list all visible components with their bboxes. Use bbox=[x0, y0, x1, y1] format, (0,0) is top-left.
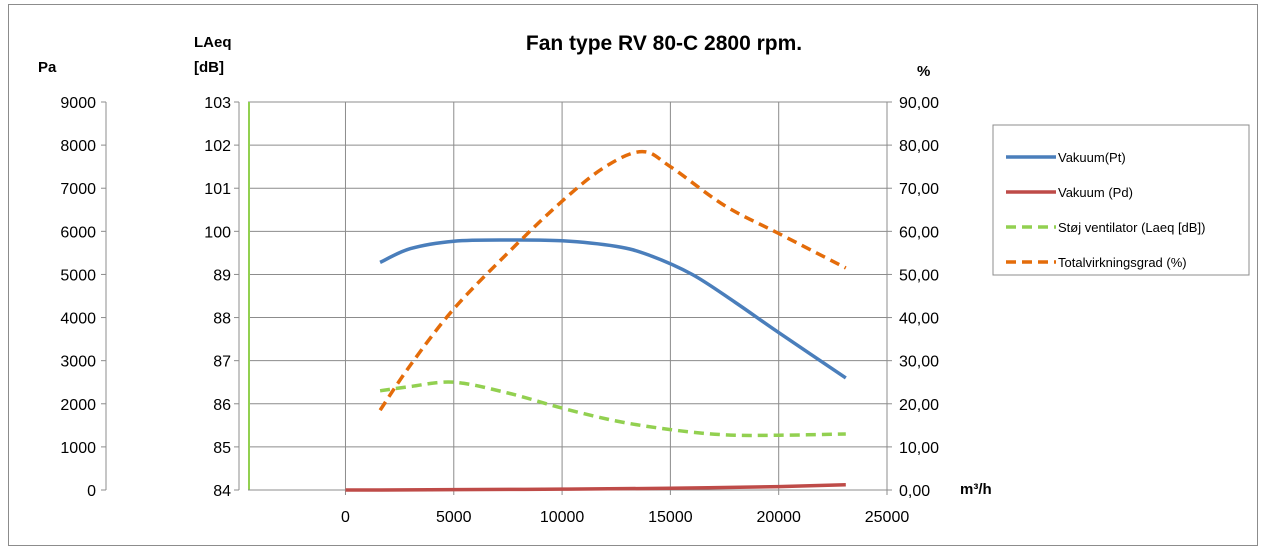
laeq-tick-label: 87 bbox=[213, 354, 231, 371]
laeq-tick-label: 86 bbox=[213, 397, 231, 414]
pct-tick-label: 20,00 bbox=[899, 397, 939, 414]
pa-tick-label: 3000 bbox=[60, 354, 96, 371]
laeq-tick-label: 101 bbox=[204, 181, 231, 198]
chart-frame: Fan type RV 80-C 2800 rpm. Pa LAeq [dB] … bbox=[8, 4, 1258, 546]
series-line-vakuum-pt bbox=[379, 238, 847, 380]
pct-tick-label: 60,00 bbox=[899, 224, 939, 241]
laeq-tick-label: 89 bbox=[213, 267, 231, 284]
series-lines bbox=[345, 149, 847, 492]
pct-tick-label: 30,00 bbox=[899, 354, 939, 371]
laeq-axis-title-line2: [dB] bbox=[194, 59, 224, 76]
x-tick-label: 25000 bbox=[865, 509, 910, 526]
pct-tick-label: 50,00 bbox=[899, 267, 939, 284]
laeq-tick-label: 84 bbox=[213, 483, 231, 500]
pa-tick-label: 6000 bbox=[60, 224, 96, 241]
x-tick-label: 0 bbox=[341, 509, 350, 526]
legend-label-vakuum-pd: Vakuum (Pd) bbox=[1058, 185, 1133, 200]
x-tick-label: 20000 bbox=[756, 509, 801, 526]
pct-tick-label: 10,00 bbox=[899, 440, 939, 457]
pct-tick-label: 70,00 bbox=[899, 181, 939, 198]
laeq-axis-title-line1: LAeq bbox=[194, 34, 232, 51]
laeq-tick-label: 85 bbox=[213, 440, 231, 457]
legend: Vakuum(Pt) Vakuum (Pd) Støj ventilator (La… bbox=[992, 124, 1250, 276]
laeq-tick-label: 88 bbox=[213, 311, 231, 328]
x-axis-title: m³/h bbox=[960, 481, 992, 498]
series-line-totalvirkningsgrad bbox=[378, 149, 847, 412]
legend-label-vakuum-pt: Vakuum(Pt) bbox=[1058, 150, 1126, 165]
pa-tick-label: 1000 bbox=[60, 440, 96, 457]
laeq-tick-label: 103 bbox=[204, 95, 231, 112]
pa-tick-label: 7000 bbox=[60, 181, 96, 198]
fan-performance-chart: Fan type RV 80-C 2800 rpm. Pa LAeq [dB] … bbox=[38, 32, 1250, 526]
pa-tick-label: 0 bbox=[87, 483, 96, 500]
pa-tick-label: 9000 bbox=[60, 95, 96, 112]
axes: 0100020003000400050006000700080009000848… bbox=[60, 95, 939, 526]
pa-tick-label: 4000 bbox=[60, 311, 96, 328]
pct-tick-label: 40,00 bbox=[899, 311, 939, 328]
legend-label-st-j-ventilator-laeq-db: Støj ventilator (Laeq [dB]) bbox=[1058, 220, 1205, 235]
legend-label-totalvirkningsgrad: Totalvirkningsgrad (%) bbox=[1058, 255, 1187, 270]
series-line-st-j-ventilator-laeq-db bbox=[379, 380, 846, 438]
pct-tick-label: 0,00 bbox=[899, 483, 930, 500]
legend-box bbox=[992, 124, 1250, 276]
chart-title: Fan type RV 80-C 2800 rpm. bbox=[526, 32, 802, 55]
x-tick-label: 10000 bbox=[540, 509, 585, 526]
pa-axis-title: Pa bbox=[38, 59, 57, 76]
series-line-vakuum-pd bbox=[345, 483, 846, 492]
laeq-tick-label: 102 bbox=[204, 138, 231, 155]
pa-tick-label: 5000 bbox=[60, 267, 96, 284]
pct-tick-label: 80,00 bbox=[899, 138, 939, 155]
pa-tick-label: 8000 bbox=[60, 138, 96, 155]
pa-tick-label: 2000 bbox=[60, 397, 96, 414]
x-tick-label: 15000 bbox=[648, 509, 693, 526]
pct-tick-label: 90,00 bbox=[899, 95, 939, 112]
laeq-tick-label: 100 bbox=[204, 224, 231, 241]
grid bbox=[248, 101, 888, 491]
x-tick-label: 5000 bbox=[436, 509, 472, 526]
pct-axis-title: % bbox=[917, 63, 930, 80]
